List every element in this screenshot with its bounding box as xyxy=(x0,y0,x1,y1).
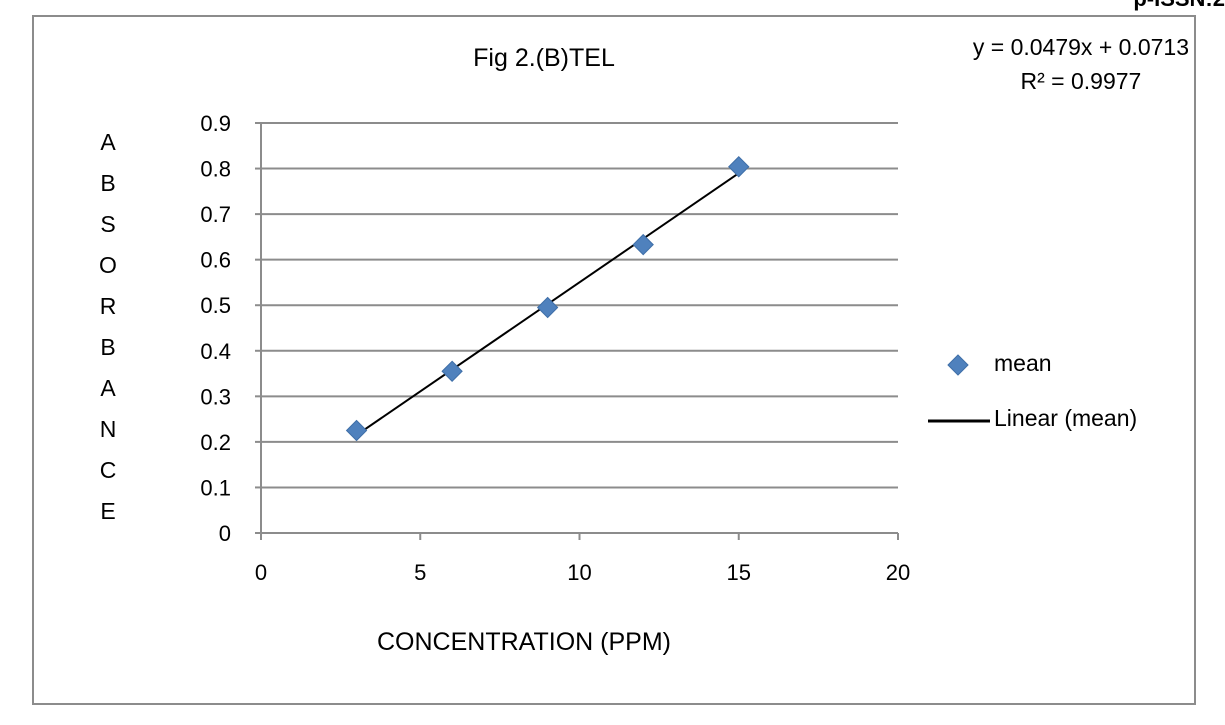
y-tick-label: 0.4 xyxy=(200,339,231,364)
y-tick-label: 0.5 xyxy=(200,293,231,318)
x-tick-label: 15 xyxy=(727,560,751,585)
y-axis-label-letter: B xyxy=(100,334,116,360)
y-tick-label: 0.3 xyxy=(200,384,231,409)
legend-marker-mean xyxy=(947,354,969,376)
y-tick-label: 0.8 xyxy=(200,157,231,182)
chart-title: Fig 2.(B)TEL xyxy=(473,44,615,72)
chart-frame xyxy=(32,15,1196,705)
x-tick-label: 5 xyxy=(414,560,426,585)
y-tick-label: 0.9 xyxy=(200,111,231,136)
y-axis-label-letter: O xyxy=(99,252,117,278)
y-tick-label: 0.1 xyxy=(200,475,231,500)
y-tick-label: 0.2 xyxy=(200,430,231,455)
page-header: p-ISSN:2 xyxy=(1133,0,1225,12)
data-point-1 xyxy=(345,419,368,442)
y-tick-label: 0.7 xyxy=(200,202,231,227)
y-tick-label: 0 xyxy=(219,521,231,546)
trendline-equation: y = 0.0479x + 0.0713 xyxy=(972,34,1189,60)
y-axis-label-letter: N xyxy=(99,416,117,442)
y-axis-label-letter: C xyxy=(99,457,117,483)
trendline-r-squared: R² = 0.9977 xyxy=(1020,68,1142,94)
y-tick-label: 0.6 xyxy=(200,248,231,273)
y-axis-label-letter: S xyxy=(100,211,116,237)
legend-label-linear: Linear (mean) xyxy=(994,405,1138,431)
trendline-equation-box: y = 0.0479x + 0.0713 R² = 0.9977 xyxy=(973,30,1189,98)
y-axis-label-letter: R xyxy=(99,293,117,319)
y-axis-label-letter: E xyxy=(100,498,116,524)
data-point-5 xyxy=(728,156,750,178)
y-axis-label-letter: B xyxy=(100,170,116,196)
x-tick-label: 10 xyxy=(567,560,591,585)
x-tick-label: 20 xyxy=(886,560,910,585)
legend-label-mean: mean xyxy=(994,350,1052,376)
data-point-4 xyxy=(632,233,654,256)
y-axis-label-letter: A xyxy=(100,129,116,155)
x-axis-label: CONCENTRATION (PPM) xyxy=(377,628,671,656)
data-point-2 xyxy=(441,360,463,382)
y-axis-label-letter: A xyxy=(100,375,116,401)
x-tick-label: 0 xyxy=(255,560,267,585)
data-point-3 xyxy=(536,296,559,319)
